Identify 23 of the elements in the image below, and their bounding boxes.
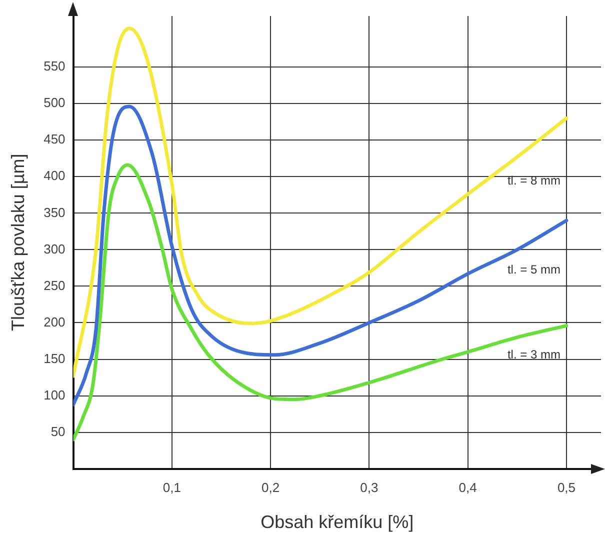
series-label: tl. = 5 mm (507, 262, 560, 277)
x-axis-title: Obsah křemíku [%] (260, 512, 414, 532)
y-tick-label: 400 (44, 168, 66, 184)
x-tick-label: 0,1 (162, 480, 181, 496)
x-tick-label: 0,5 (557, 480, 576, 496)
y-tick-label: 250 (44, 278, 66, 293)
line-series (73, 104, 568, 406)
y-tick-label: 150 (44, 350, 66, 366)
y-tick-label: 550 (44, 58, 66, 74)
line-series (73, 163, 568, 442)
x-tick-label: 0,3 (360, 480, 378, 496)
x-tick-label: 0,4 (458, 480, 477, 496)
y-tick-label: 300 (44, 241, 66, 256)
x-tick-label: 0,2 (262, 480, 280, 496)
y-axis-title: Tloušťka povlaku [µm] (8, 154, 28, 331)
y-tick-label: 100 (44, 387, 66, 402)
y-tick-label: 350 (44, 204, 66, 220)
series-label: tl. = 3 mm (507, 348, 560, 362)
y-tick-label: 450 (44, 132, 66, 147)
y-tick-label: 50 (50, 424, 66, 439)
line-series (73, 26, 568, 378)
y-tick-label: 200 (44, 314, 66, 330)
y-tick-label: 500 (44, 95, 66, 110)
